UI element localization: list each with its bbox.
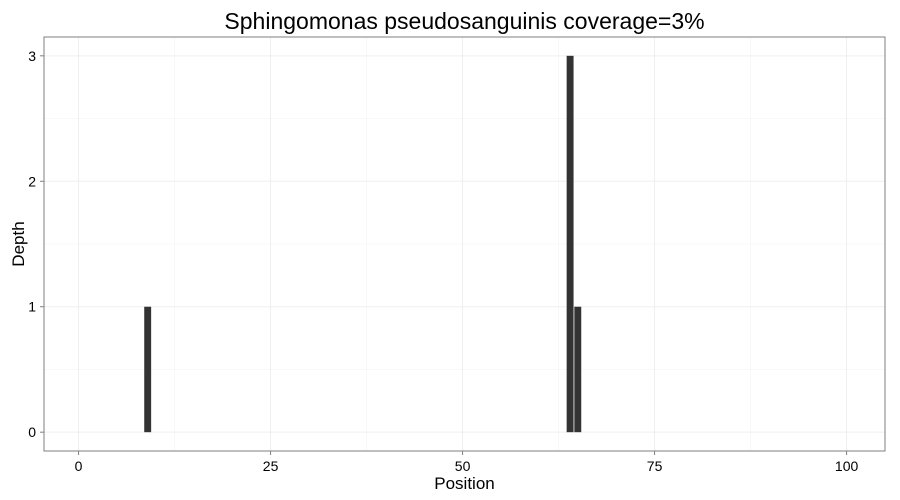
- y-tick-label: 2: [28, 173, 36, 189]
- bar: [144, 306, 152, 433]
- bar: [566, 55, 574, 433]
- chart-title: Sphingomonas pseudosanguinis coverage=3%: [224, 8, 704, 34]
- x-tick-label: 0: [75, 458, 83, 474]
- bars: [144, 55, 582, 433]
- x-tick-label: 75: [647, 458, 663, 474]
- plot-panel-border: [43, 36, 886, 452]
- bar: [574, 306, 582, 433]
- grid-minor: [44, 37, 885, 451]
- x-axis: 0 25 50 75 100: [75, 451, 859, 474]
- x-tick-label: 50: [455, 458, 471, 474]
- x-axis-title: Position: [434, 474, 494, 493]
- y-tick-label: 1: [28, 299, 36, 315]
- y-tick-label: 0: [28, 424, 36, 440]
- x-tick-label: 25: [263, 458, 279, 474]
- grid-major: [44, 37, 885, 451]
- y-axis: 0 1 2 3: [28, 48, 44, 440]
- y-tick-label: 3: [28, 48, 36, 64]
- x-tick-label: 100: [835, 458, 859, 474]
- y-axis-title: Depth: [9, 221, 28, 266]
